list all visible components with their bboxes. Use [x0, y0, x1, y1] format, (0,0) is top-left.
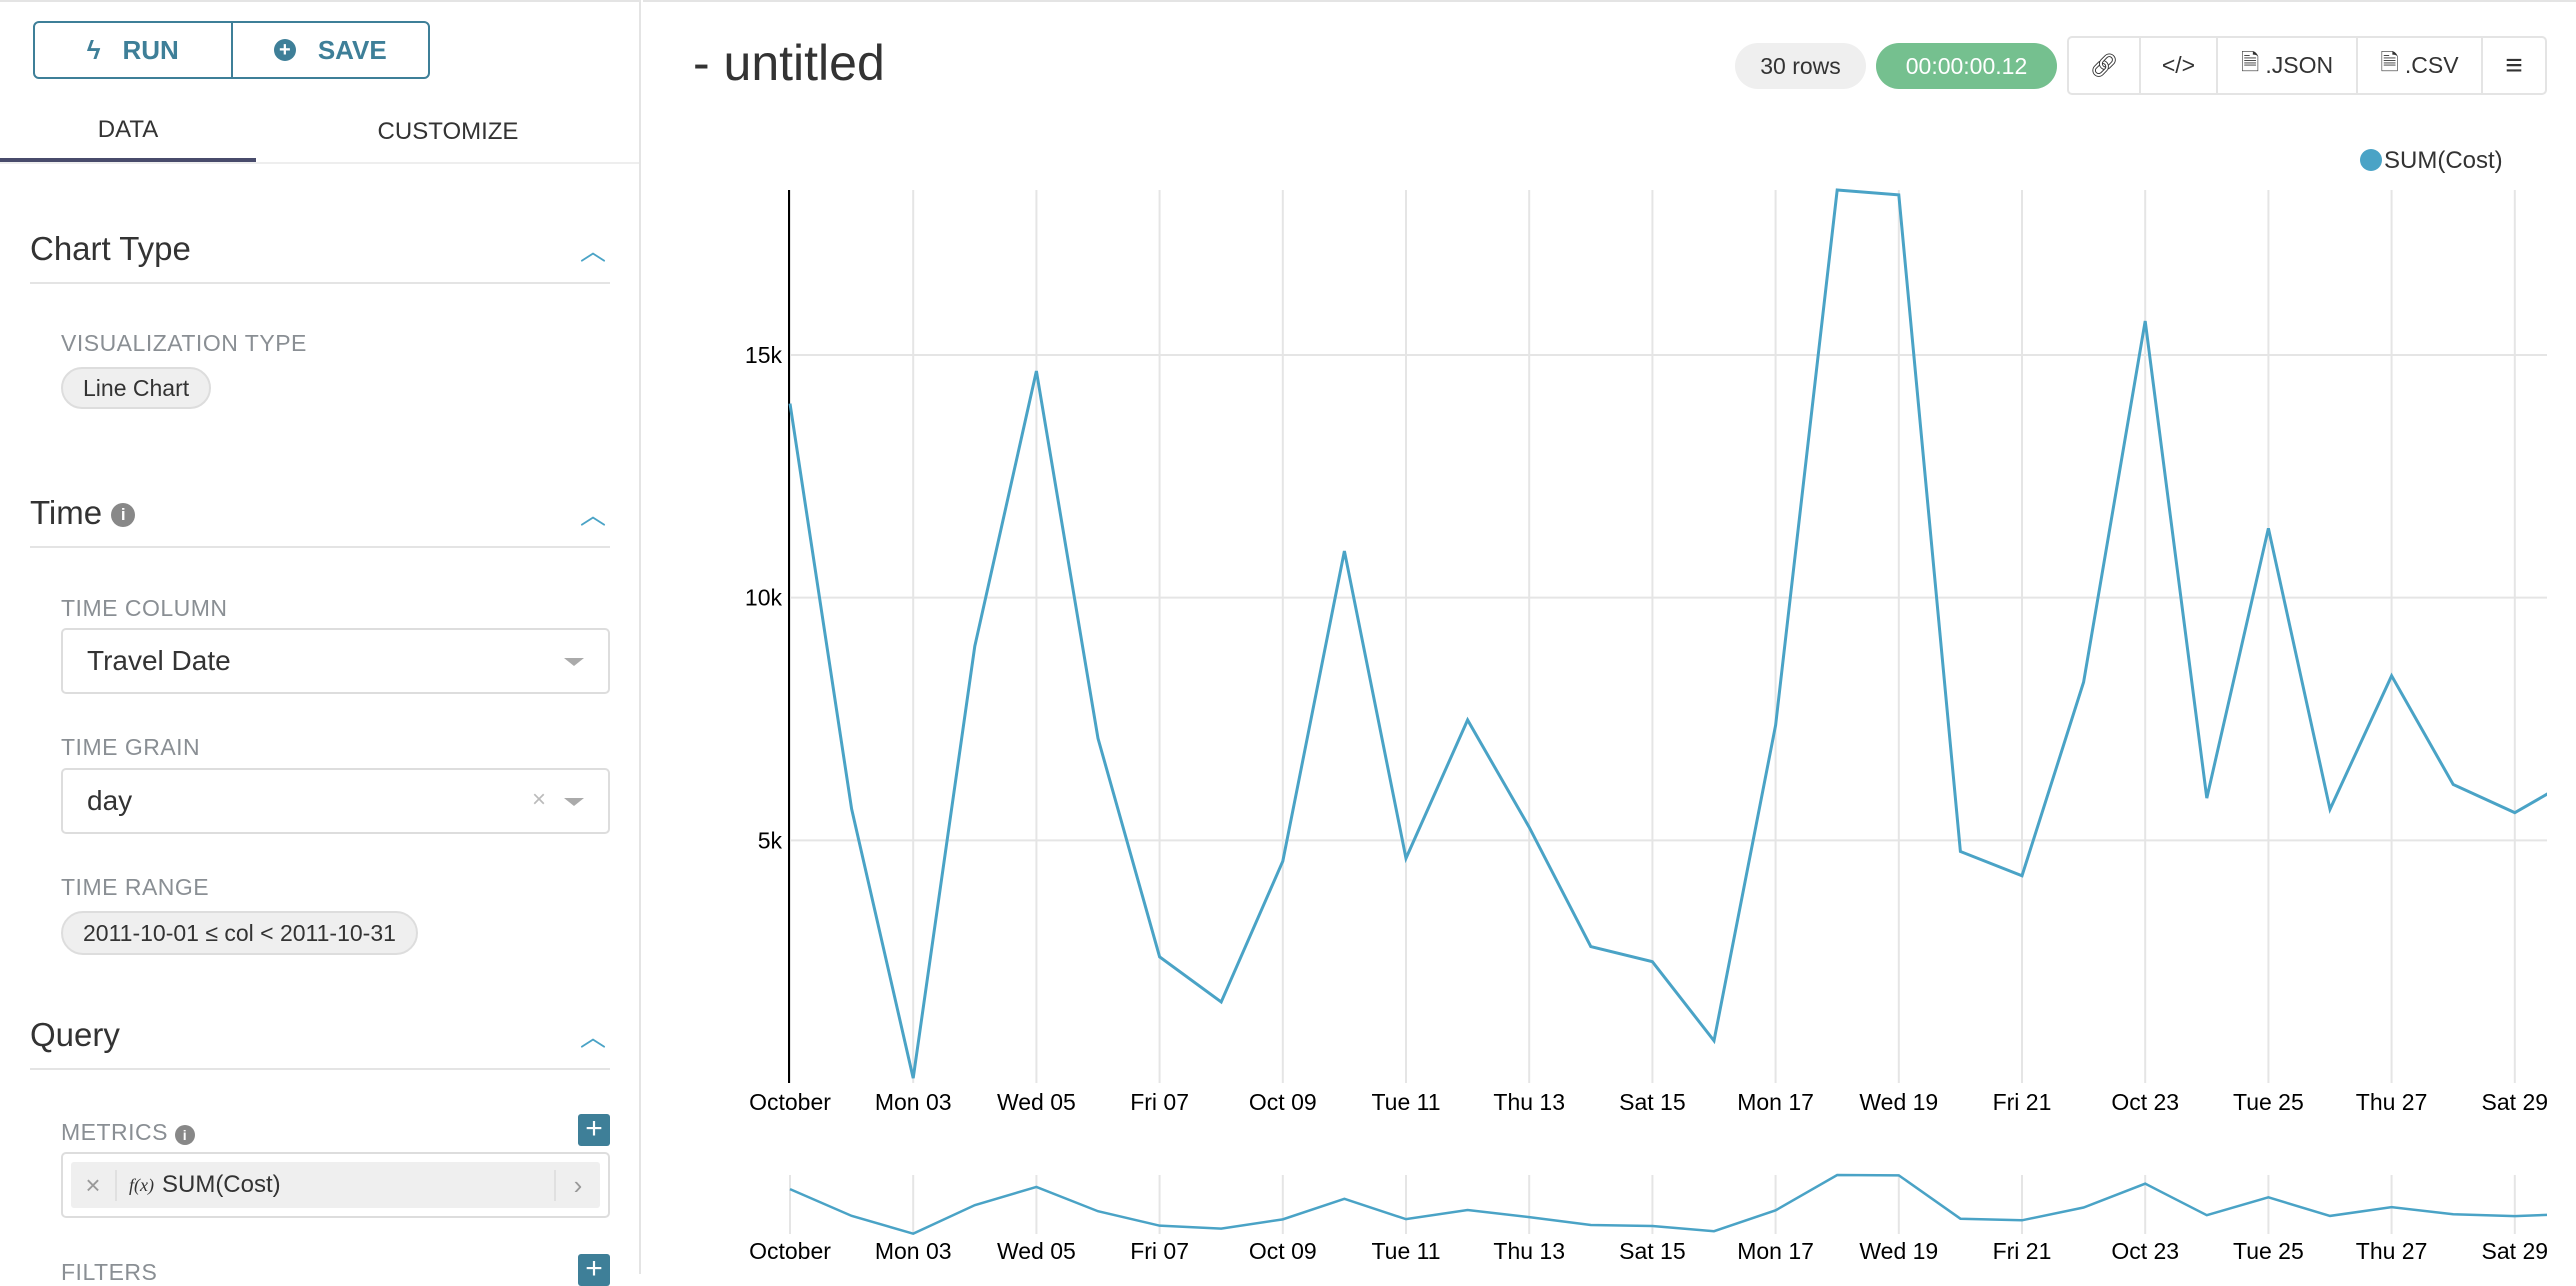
chart-title[interactable]: - untitled [693, 35, 885, 91]
time-column-label: TIME COLUMN [61, 595, 228, 621]
menu-button[interactable]: ≡ [2481, 38, 2545, 93]
brush-x-tick-label: Oct 23 [2111, 1238, 2179, 1264]
code-icon: </> [2161, 52, 2196, 78]
x-tick-label: Tue 11 [1371, 1089, 1440, 1115]
info-icon: i [174, 1125, 195, 1145]
brush-x-tick-label: Wed 19 [1859, 1238, 1938, 1264]
section-title: Time [30, 494, 103, 531]
brush-x-tick-label: Sat 15 [1619, 1238, 1686, 1264]
action-button-group: 🔗︎ </> 🗎︎ .JSON 🗎︎ .CSV ≡ [2067, 36, 2547, 95]
link-button[interactable]: 🔗︎ [2069, 38, 2139, 93]
caret-down-icon [564, 798, 584, 806]
section-title: Query [30, 1016, 120, 1053]
brush-x-tick-label: Thu 13 [1493, 1238, 1565, 1264]
export-json-button[interactable]: 🗎︎ .JSON [2216, 38, 2356, 93]
time-range-pill[interactable]: 2011-10-01 ≤ col < 2011-10-31 [61, 911, 418, 955]
brush-x-tick-label: Sat 29 [2482, 1238, 2549, 1264]
x-tick-label: October [749, 1089, 831, 1115]
remove-metric-icon[interactable]: × [71, 1169, 117, 1201]
y-tick-label: 5k [758, 827, 783, 853]
chevron-up-icon[interactable]: ︿ [579, 1021, 606, 1052]
x-tick-label: Oct 23 [2111, 1089, 2179, 1115]
metric-tag[interactable]: × f(x) SUM(Cost) › [71, 1162, 600, 1208]
x-tick-label: Fri 07 [1130, 1089, 1189, 1115]
tab-data[interactable]: DATA [0, 102, 256, 162]
time-column-select[interactable]: Travel Date [61, 628, 610, 694]
x-tick-label: Thu 27 [2356, 1089, 2428, 1115]
brush-x-tick-label: Tue 25 [2233, 1238, 2304, 1264]
legend[interactable]: SUM(Cost) [2360, 147, 2503, 174]
save-label: SAVE [317, 34, 387, 65]
link-icon: 🔗︎ [2089, 52, 2119, 78]
run-save-group: ϟ RUN + SAVE [33, 21, 430, 79]
metrics-box: × f(x) SUM(Cost) › [61, 1152, 610, 1218]
brush-x-tick-label: October [749, 1238, 831, 1264]
info-icon: i [111, 503, 136, 528]
add-metric-button[interactable]: + [578, 1114, 610, 1146]
x-tick-label: Sat 15 [1619, 1089, 1686, 1115]
chart-type-section-header[interactable]: Chart Type ︿ [30, 230, 610, 284]
brush-x-tick-label: Wed 05 [997, 1238, 1076, 1264]
control-panel: ϟ RUN + SAVE DATA CUSTOMIZE Chart Type ︿ VI… [0, 0, 641, 1286]
brush-x-tick-label: Mon 17 [1737, 1238, 1814, 1264]
series-line-sum-cost [788, 188, 2547, 1079]
metrics-label: METRICS i [61, 1119, 195, 1146]
x-tick-label: Sat 29 [2482, 1089, 2549, 1115]
plus-circle-icon: + [273, 39, 296, 61]
y-tick-label: 15k [745, 342, 783, 368]
file-code-icon: 🗎︎ [2240, 49, 2260, 75]
brush-series-line-sum-cost [789, 1173, 2547, 1236]
chevron-up-icon[interactable]: ︿ [579, 235, 606, 266]
legend-label: SUM(Cost) [2384, 147, 2503, 174]
row-count-badge: 30 rows [1735, 43, 1866, 89]
x-tick-label: Tue 25 [2233, 1089, 2304, 1115]
brush-x-tick-label: Thu 27 [2356, 1238, 2428, 1264]
metric-value: SUM(Cost) [161, 1171, 281, 1198]
export-csv-button[interactable]: 🗎︎ .CSV [2356, 38, 2481, 93]
tab-divider [0, 162, 639, 164]
x-tick-label: Mon 03 [875, 1089, 952, 1115]
bolt-icon: ϟ [86, 34, 101, 65]
x-tick-label: Mon 17 [1737, 1089, 1814, 1115]
chevron-right-icon[interactable]: › [554, 1169, 600, 1201]
query-timer-badge: 00:00:00.12 [1876, 43, 2057, 89]
tab-customize[interactable]: CUSTOMIZE [377, 118, 519, 145]
x-tick-label: Wed 19 [1859, 1089, 1938, 1115]
fx-icon: f(x) [129, 1174, 154, 1195]
time-range-label: TIME RANGE [61, 874, 210, 900]
time-section-header[interactable]: Time i ︿ [30, 494, 610, 548]
chevron-up-icon[interactable]: ︿ [579, 499, 606, 530]
time-column-value: Travel Date [87, 645, 231, 676]
run-label: RUN [122, 34, 179, 65]
y-tick-label: 10k [745, 585, 783, 611]
time-grain-select[interactable]: day × [61, 768, 610, 834]
time-grain-value: day [87, 785, 133, 816]
hamburger-icon: ≡ [2505, 48, 2523, 82]
brush-x-tick-label: Tue 11 [1371, 1238, 1440, 1264]
viz-type-pill[interactable]: Line Chart [61, 367, 212, 409]
section-title: Chart Type [30, 230, 191, 267]
run-button[interactable]: ϟ RUN [35, 23, 231, 77]
top-border [643, 0, 2576, 2]
file-text-icon: 🗎︎ [2380, 49, 2399, 75]
caret-down-icon [564, 658, 584, 666]
brush-x-tick-label: Mon 03 [875, 1238, 952, 1264]
embed-code-button[interactable]: </> [2139, 38, 2216, 93]
brush-x-tick-label: Fri 07 [1130, 1238, 1189, 1264]
query-section-header[interactable]: Query ︿ [30, 1016, 610, 1070]
x-tick-label: Oct 09 [1249, 1089, 1317, 1115]
legend-marker [2360, 149, 2382, 171]
x-tick-label: Thu 13 [1493, 1089, 1565, 1115]
brush-x-tick-label: Oct 09 [1249, 1238, 1317, 1264]
x-tick-label: Fri 21 [1993, 1089, 2052, 1115]
viz-type-label: VISUALIZATION TYPE [61, 330, 307, 356]
brush-x-tick-label: Fri 21 [1993, 1238, 2052, 1264]
time-grain-label: TIME GRAIN [61, 734, 201, 760]
save-button[interactable]: + SAVE [230, 23, 429, 77]
clear-icon[interactable]: × [531, 786, 546, 813]
x-tick-label: Wed 05 [997, 1089, 1076, 1115]
